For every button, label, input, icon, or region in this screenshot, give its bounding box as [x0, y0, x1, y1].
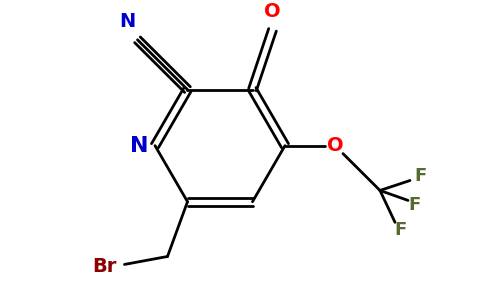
- Text: F: F: [414, 167, 426, 184]
- Text: N: N: [130, 136, 148, 156]
- Text: O: O: [264, 2, 281, 21]
- Text: O: O: [327, 136, 343, 155]
- Text: F: F: [394, 221, 406, 239]
- Text: N: N: [120, 12, 136, 32]
- Text: Br: Br: [92, 257, 117, 276]
- Text: F: F: [409, 196, 421, 214]
